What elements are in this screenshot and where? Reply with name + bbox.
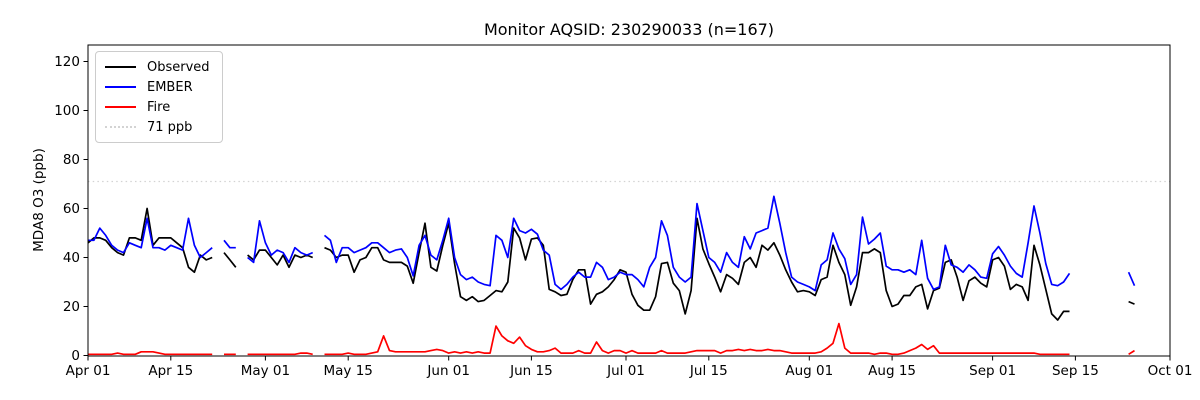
legend-label: EMBER — [147, 79, 193, 95]
chart-legend: Observed EMBER Fire 71 ppb — [95, 51, 223, 143]
legend-item-ember: EMBER — [105, 79, 210, 95]
y-tick-label: 60 — [63, 201, 80, 217]
legend-line-ember — [105, 86, 136, 88]
y-tick-label: 100 — [54, 103, 80, 119]
x-tick-label: Aug 01 — [785, 363, 833, 379]
legend-item-observed: Observed — [105, 59, 210, 75]
x-tick-label: Jul 15 — [689, 363, 728, 379]
x-tick-label: Oct 01 — [1148, 363, 1193, 379]
legend-line-threshold — [105, 126, 136, 128]
x-tick-label: Jul 01 — [606, 363, 645, 379]
x-tick-label: May 01 — [241, 363, 290, 379]
legend-line-observed — [105, 66, 136, 68]
legend-line-fire — [105, 106, 136, 108]
series-fire-line — [88, 322, 1135, 356]
y-tick-label: 0 — [71, 348, 80, 364]
x-tick-label: Apr 01 — [66, 363, 111, 379]
legend-label: Fire — [147, 99, 171, 115]
legend-label: Observed — [147, 59, 210, 75]
y-tick-label: 20 — [63, 299, 80, 315]
series-ember-line — [88, 195, 1136, 292]
x-tick-label: May 15 — [324, 363, 373, 379]
x-tick-label: Jun 15 — [509, 363, 553, 379]
y-tick-label: 120 — [54, 54, 80, 70]
y-axis-label: MDA8 O3 (ppb) — [31, 148, 47, 252]
chart-title: Monitor AQSID: 230290033 (n=167) — [483, 20, 775, 39]
legend-label: 71 ppb — [147, 119, 193, 135]
series-observed-line — [87, 207, 1135, 321]
x-tick-label: Sep 01 — [969, 363, 1016, 379]
y-tick-label: 40 — [63, 250, 80, 266]
legend-item-fire: Fire — [105, 99, 210, 115]
x-tick-label: Aug 15 — [868, 363, 916, 379]
plot-frame — [87, 44, 1171, 357]
x-tick-label: Sep 15 — [1052, 363, 1099, 379]
legend-item-threshold: 71 ppb — [105, 119, 210, 135]
x-tick-label: Jun 01 — [426, 363, 470, 379]
x-tick-label: Apr 15 — [148, 363, 193, 379]
y-tick-label: 80 — [63, 152, 80, 168]
